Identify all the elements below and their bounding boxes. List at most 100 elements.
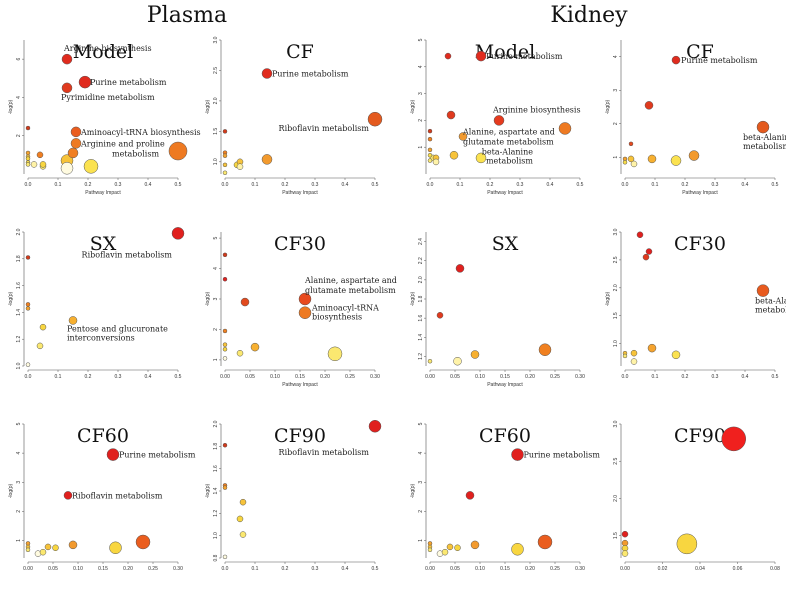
x-tick-label: 0.1 [652, 182, 659, 188]
panel-0: Model 0.0 0.1 0.2 0.3 0.4 0.5 2 4 6 Pathway Impact… [8, 40, 201, 196]
panel-title: CF60 [77, 425, 129, 447]
point-annotation: biosynthesis [312, 313, 362, 322]
data-point [427, 358, 433, 364]
x-tick-label: 0.02 [658, 566, 668, 572]
data-point [630, 358, 638, 365]
data-point [60, 162, 74, 175]
panel-5: CF30 0.00 0.05 0.10 0.15 0.20 0.25 0.30 1 2 3 4 5 Pat… [205, 232, 397, 388]
data-point [171, 227, 185, 240]
point-annotation: Purine metabolism [119, 451, 196, 460]
x-tick-label: 0.00 [620, 566, 630, 572]
point-annotation: metabolism [755, 306, 786, 315]
data-point [621, 530, 629, 538]
y-tick-label: 2.5 [213, 67, 219, 74]
data-point [642, 253, 650, 261]
x-tick-label: 0.3 [312, 182, 319, 188]
panel-title: SX [492, 233, 519, 255]
x-axis-label: Pathway Impact [85, 190, 121, 196]
data-point [25, 150, 31, 156]
x-tick-label: 0.1 [55, 374, 62, 380]
x-tick-label: 0.05 [450, 566, 460, 572]
data-point [427, 147, 433, 153]
x-tick-label: 0.4 [742, 374, 749, 380]
data-point [83, 159, 99, 174]
y-tick-label: 1.2 [16, 336, 22, 343]
x-axis-label: Pathway Impact [282, 190, 318, 196]
x-tick-label: 0.15 [500, 374, 510, 380]
x-tick-label: 0.1 [652, 374, 659, 380]
panel-grid: Model 0.0 0.1 0.2 0.3 0.4 0.5 2 4 6 Pathway Impact… [8, 36, 786, 572]
x-axis-label: Pathway Impact [487, 190, 523, 196]
x-tick-label: 0.3 [115, 182, 122, 188]
data-point [70, 126, 82, 138]
data-point [250, 342, 260, 352]
data-point [261, 154, 273, 165]
data-point [298, 306, 312, 319]
y-axis-label: -log(p) [410, 291, 416, 306]
data-point [135, 534, 151, 550]
x-tick-label: 0.0 [222, 182, 229, 188]
data-point [298, 292, 312, 306]
y-tick-label: 1.8 [213, 443, 219, 450]
x-tick-label: 0.05 [450, 374, 460, 380]
x-tick-label: 0.2 [282, 566, 289, 572]
data-point [630, 160, 638, 168]
group-title-plasma: Plasma [147, 3, 227, 28]
y-tick-label: 1.2 [418, 353, 424, 360]
data-point [368, 419, 382, 433]
data-point [647, 343, 657, 353]
data-point [78, 75, 92, 89]
y-tick-label: 1.5 [613, 312, 619, 319]
y-tick-label: 1.4 [16, 309, 22, 316]
y-tick-label: 1 [16, 539, 22, 542]
panel-title: CF30 [674, 233, 726, 255]
data-point [236, 163, 244, 170]
point-annotation: beta-Alanine [755, 297, 786, 306]
panel-9: CF90 0.0 0.1 0.2 0.3 0.4 0.5 0.8 1.0 1.2 1.4 1.6 1.8… [205, 419, 382, 572]
data-point [222, 328, 228, 334]
data-point [493, 115, 505, 126]
point-annotation: metabolism [112, 149, 159, 158]
y-axis-label: -log(p) [8, 99, 14, 114]
y-tick-label: 3.0 [613, 228, 619, 235]
x-tick-label: 0.15 [98, 566, 108, 572]
y-tick-label: 1.6 [418, 314, 424, 321]
y-tick-label: 4 [613, 55, 619, 58]
point-annotation: metabolism [743, 142, 786, 151]
data-point [644, 101, 654, 110]
data-point [367, 111, 383, 127]
x-tick-label: 0.15 [295, 374, 305, 380]
y-tick-label: 2.5 [613, 458, 619, 465]
y-tick-label: 5 [16, 422, 22, 425]
y-axis-label: -log(p) [205, 483, 211, 498]
y-tick-label: 1.0 [213, 158, 219, 165]
x-tick-label: 0.10 [73, 566, 83, 572]
point-annotation: Purine metabolism [524, 451, 601, 460]
x-tick-label: 0.5 [772, 182, 779, 188]
data-point [222, 554, 228, 560]
point-annotation: Riboflavin metabolism [82, 250, 173, 259]
data-point [470, 540, 480, 550]
data-point [427, 152, 433, 158]
data-point [453, 356, 462, 366]
y-tick-label: 3.0 [613, 420, 619, 427]
x-tick-label: 0.5 [577, 182, 584, 188]
data-point [36, 151, 44, 159]
y-tick-label: 1.5 [213, 128, 219, 135]
point-annotation: Purine metabolism [272, 70, 349, 79]
x-tick-label: 0.30 [173, 566, 183, 572]
x-tick-label: 0.05 [245, 374, 255, 380]
x-tick-label: 0.3 [712, 182, 719, 188]
data-point [721, 426, 746, 452]
data-point [636, 231, 644, 239]
x-tick-label: 0.3 [115, 374, 122, 380]
data-point [25, 162, 31, 167]
x-tick-label: 0.2 [85, 182, 92, 188]
data-point [756, 284, 770, 297]
x-tick-label: 0.25 [345, 374, 355, 380]
y-tick-label: 2 [613, 122, 619, 125]
panel-title: SX [90, 233, 117, 255]
data-point [44, 543, 52, 551]
data-point [622, 353, 628, 359]
panel-title: CF90 [274, 425, 326, 447]
